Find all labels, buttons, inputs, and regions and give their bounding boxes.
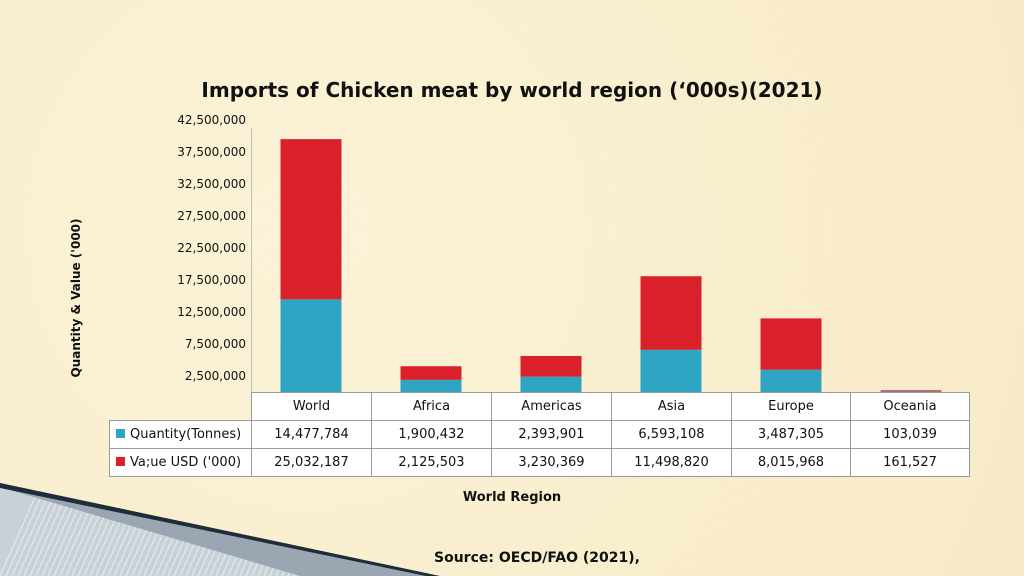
- y-tick-label: 27,500,000: [177, 209, 246, 223]
- y-tick-label: 12,500,000: [177, 305, 246, 319]
- y-tick-label: 17,500,000: [177, 273, 246, 287]
- legend-swatch: [116, 429, 125, 438]
- data-table: World Africa Americas Asia Europe Oceania Quan…: [109, 392, 970, 477]
- legend-swatch: [116, 457, 125, 466]
- table-row: Quantity(Tonnes) 14,477,784 1,900,432 2,393…: [109, 420, 970, 449]
- data-label: 2,393,901: [491, 420, 612, 449]
- data-label: 3,230,369: [491, 448, 612, 477]
- y-tick-label: 37,500,000: [177, 145, 246, 159]
- bar-world-value: [280, 139, 342, 300]
- y-tick-label: 32,500,000: [177, 177, 246, 191]
- table-header-row: World Africa Americas Asia Europe Oceania: [109, 392, 970, 421]
- category-label: Oceania: [850, 392, 970, 421]
- series-name: Quantity(Tonnes): [130, 427, 242, 442]
- category-label: Asia: [611, 392, 732, 421]
- table-corner: [109, 392, 252, 421]
- y-tick-label: 7,500,000: [185, 337, 246, 351]
- data-label: 11,498,820: [611, 448, 732, 477]
- bar-americas-value: [520, 356, 582, 377]
- data-label: 6,593,108: [611, 420, 732, 449]
- data-label: 3,487,305: [731, 420, 851, 449]
- data-label: 8,015,968: [731, 448, 851, 477]
- data-label: 14,477,784: [251, 420, 372, 449]
- category-label: Africa: [371, 392, 492, 421]
- y-tick-label: 42,500,000: [177, 113, 246, 127]
- y-tick-label: 22,500,000: [177, 241, 246, 255]
- bar-africa-value: [400, 366, 462, 380]
- data-label: 1,900,432: [371, 420, 492, 449]
- chart-title: Imports of Chicken meat by world region …: [201, 78, 823, 102]
- bar-asia-value: [640, 276, 702, 350]
- data-label: 2,125,503: [371, 448, 492, 477]
- bar-americas-quantity: [520, 376, 582, 392]
- data-label: 103,039: [850, 420, 970, 449]
- bar-europe-value: [760, 318, 822, 370]
- bar-europe-quantity: [760, 369, 822, 392]
- legend-entry: Va;ue USD ('000): [109, 448, 252, 477]
- source-note: Source: OECD/FAO (2021),: [434, 550, 640, 566]
- data-label: 161,527: [850, 448, 970, 477]
- category-label: Americas: [491, 392, 612, 421]
- table-row: Va;ue USD ('000) 25,032,187 2,125,503 3,230…: [109, 448, 970, 477]
- bar-oceania-value: [880, 390, 942, 392]
- bar-africa-quantity: [400, 379, 462, 392]
- y-tick-label: 2,500,000: [185, 369, 246, 383]
- legend-entry: Quantity(Tonnes): [109, 420, 252, 449]
- bar-asia-quantity: [640, 349, 702, 392]
- category-label: Europe: [731, 392, 851, 421]
- x-axis-label: World Region: [462, 490, 562, 505]
- series-name: Va;ue USD ('000): [130, 455, 242, 470]
- bar-oceania-quantity: [880, 391, 942, 392]
- data-label: 25,032,187: [251, 448, 372, 477]
- y-axis-label: Quantity & Value ('000): [69, 218, 83, 378]
- category-label: World: [251, 392, 372, 421]
- bar-world-quantity: [280, 299, 342, 392]
